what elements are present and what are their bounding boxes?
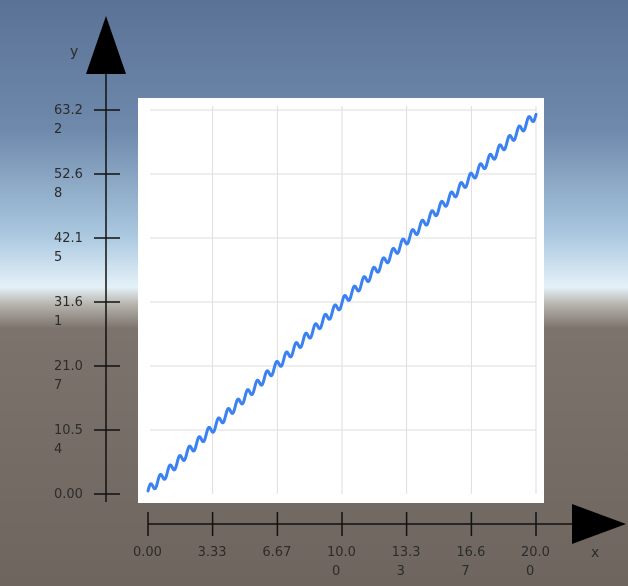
y-tick-label: 63.2 2 xyxy=(54,103,83,137)
y-axis-arrow-icon xyxy=(86,16,126,74)
x-axis-title: x xyxy=(591,545,599,561)
y-tick-label: 0.00 xyxy=(54,487,83,502)
y-tick-label: 31.6 1 xyxy=(54,295,83,329)
x-tick-label: 3.33 xyxy=(198,545,227,560)
x-tick-label: 0.00 xyxy=(133,545,162,560)
x-tick-label: 10.0 0 xyxy=(327,545,356,579)
y-axis-title: y xyxy=(70,44,78,60)
x-tick-label: 6.67 xyxy=(262,545,291,560)
x-axis-arrow-icon xyxy=(572,504,626,544)
x-tick-label: 20.0 0 xyxy=(521,545,550,579)
x-ticks: 0.00 3.33 6.67 10.0 0 13.3 3 16.6 7 20.0 0 xyxy=(133,512,550,579)
y-tick-label: 10.5 4 xyxy=(54,423,83,457)
y-tick-label: 21.0 7 xyxy=(54,359,83,393)
x-tick-label: 13.3 3 xyxy=(392,545,421,579)
x-tick-label: 16.6 7 xyxy=(456,545,485,579)
y-ticks: 0.00 10.5 4 21.0 7 31.6 1 42.1 5 52.6 8 63.2 2 xyxy=(54,103,120,502)
y-tick-label: 52.6 8 xyxy=(54,167,83,201)
series-layer xyxy=(146,112,538,493)
plot-area xyxy=(138,98,544,503)
y-tick-label: 42.1 5 xyxy=(54,231,83,265)
